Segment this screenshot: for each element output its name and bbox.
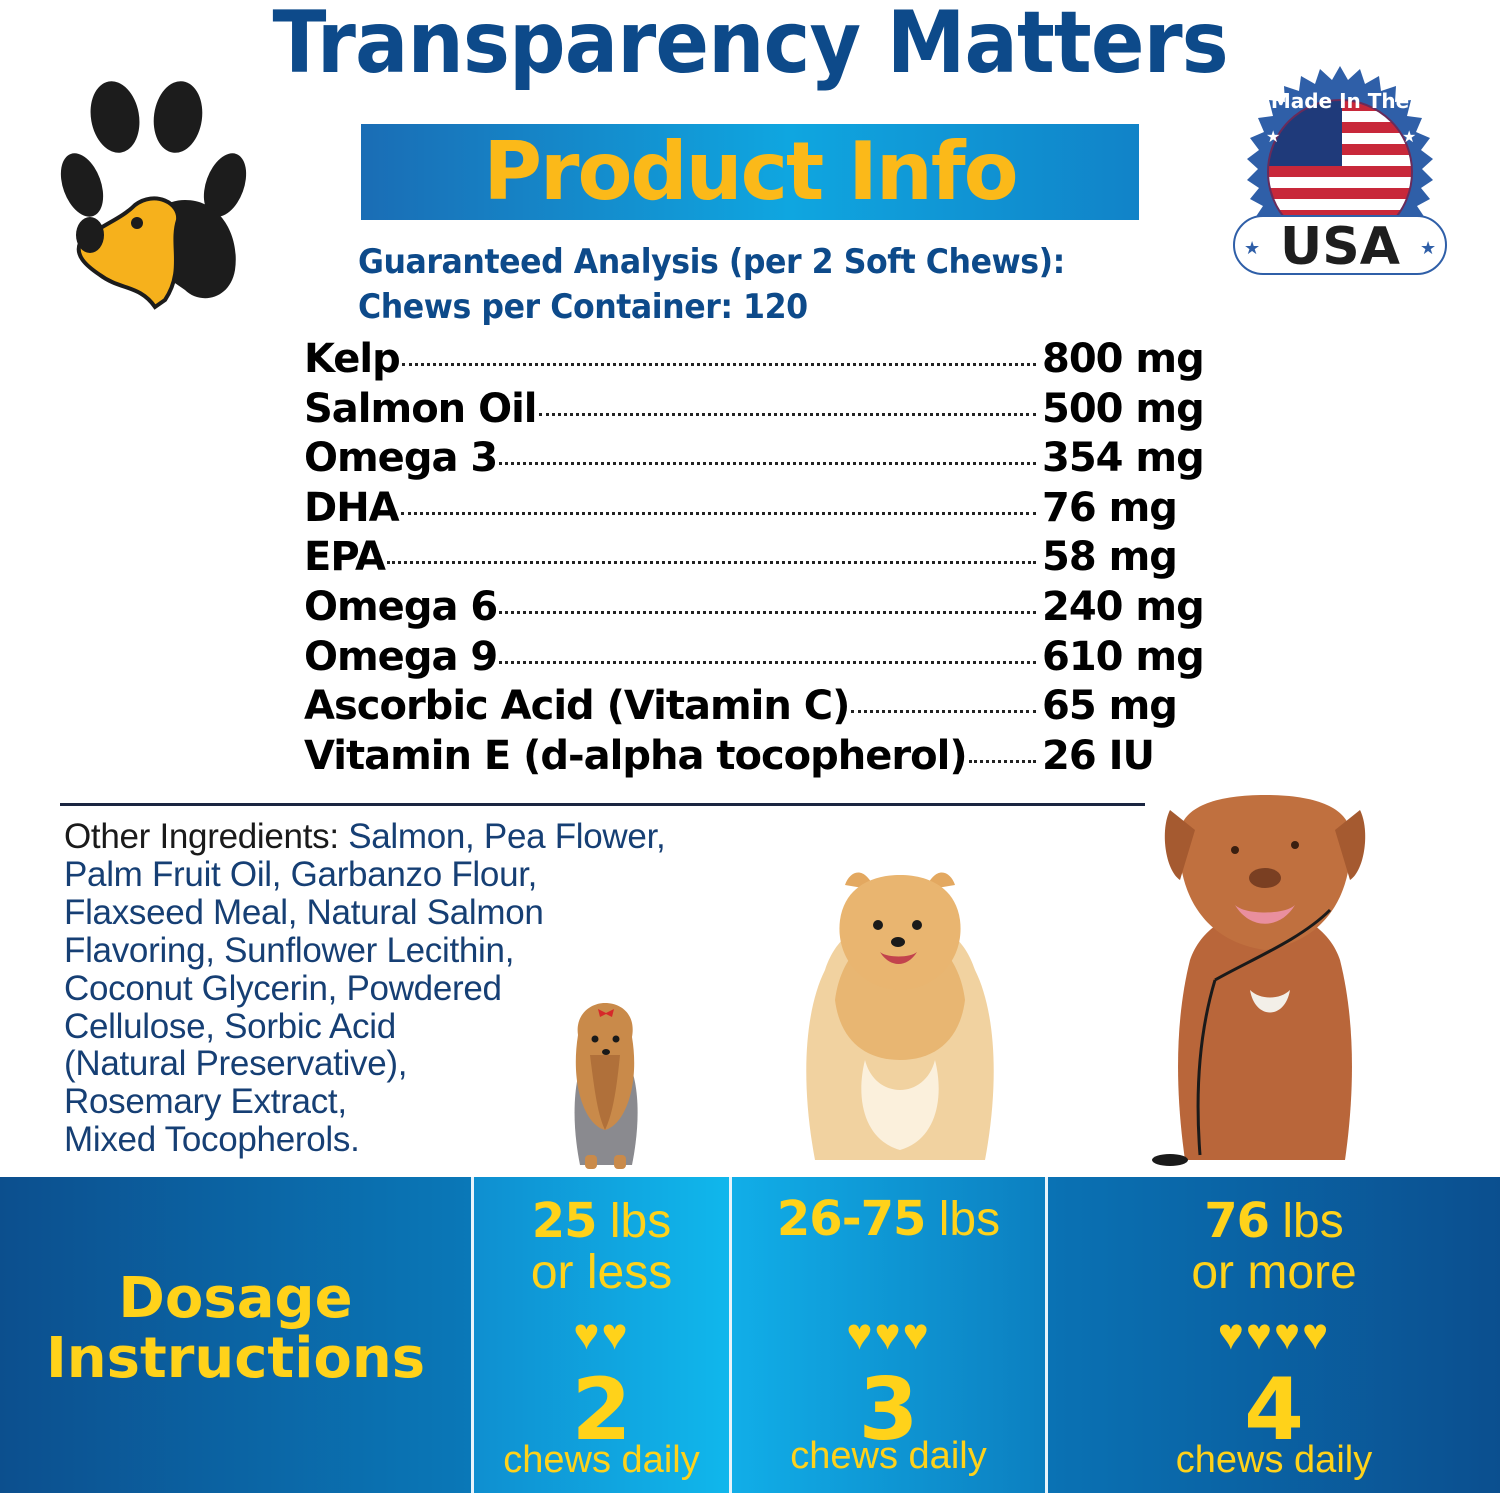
chew-count: 4 — [1244, 1360, 1304, 1460]
nutrient-row: DHA 76 mg — [304, 485, 1224, 535]
nutrient-row: Salmon Oil 500 mg — [304, 386, 1224, 436]
nutrient-value: 240 mg — [1042, 583, 1205, 630]
weight-number: 25 — [531, 1193, 598, 1249]
leader-dots — [499, 610, 1036, 614]
ingredients-line: Flavoring, Sunflower Lecithin, — [64, 930, 515, 970]
weight-range: 25 lbs — [474, 1195, 729, 1248]
ingredients-text: Salmon, Pea Flower, — [338, 817, 666, 856]
weight-unit: lbs — [925, 1193, 1001, 1246]
nutrient-row: Vitamin E (d-alpha tocopherol) 26 IU — [304, 733, 1224, 783]
chews-per-container-text: Chews per Container: 120 — [358, 287, 808, 327]
chews-per-container-heading: Chews per Container: 120 — [358, 287, 842, 327]
section-divider — [60, 803, 1145, 806]
nutrient-name: Omega 9 — [304, 633, 498, 680]
nutrient-row: Omega 3 354 mg — [304, 435, 1224, 485]
nutrient-value: 65 mg — [1042, 683, 1178, 730]
dosage-title-cell: Dosage Instructions — [0, 1177, 471, 1493]
nutrient-value: 76 mg — [1042, 484, 1178, 531]
leader-dots — [499, 660, 1036, 664]
weight-number: 26-75 — [776, 1191, 927, 1247]
svg-text:★: ★ — [1266, 129, 1280, 146]
nutrient-value: 800 mg — [1042, 336, 1205, 382]
other-ingredients: Other Ingredients: Salmon, Pea Flower, P… — [64, 818, 804, 1159]
nutrient-name: Salmon Oil — [304, 385, 537, 432]
pomeranian-image — [795, 860, 1005, 1175]
heart-icon: ♥♥ — [573, 1310, 630, 1359]
ingredients-line: (Natural Preservative), — [64, 1044, 408, 1084]
weight-qualifier: or more — [1191, 1246, 1357, 1299]
nutrient-table: Kelp 800 mg Salmon Oil 500 mg Omega 3 354 m… — [304, 336, 1224, 782]
chews-daily-label: chews daily — [1175, 1439, 1373, 1481]
svg-text:★: ★ — [1244, 238, 1260, 258]
paw-dog-logo-icon — [60, 75, 255, 315]
page-title: Transparency Matters — [0, 0, 1500, 86]
dosage-instructions-bar: Dosage Instructions 25 lbs or less ♥♥ 2 … — [0, 1177, 1500, 1493]
leader-dots — [499, 462, 1036, 466]
dogue-de-bordeaux-image — [1140, 790, 1390, 1175]
chews-daily-label: chews daily — [503, 1439, 700, 1481]
svg-text:Made In The: Made In The — [1271, 89, 1409, 113]
nutrient-name: Omega 6 — [304, 583, 498, 630]
svg-text:USA: USA — [1280, 217, 1400, 277]
guaranteed-analysis-heading: Guaranteed Analysis (per 2 Soft Chews): — [358, 242, 1118, 282]
weight-unit: lbs — [596, 1195, 672, 1248]
leader-dots — [851, 710, 1036, 714]
ingredients-line: Other Ingredients: Salmon, Pea Flower, — [64, 818, 804, 856]
other-ingredients-label: Other Ingredients: — [64, 817, 339, 856]
nutrient-value: 500 mg — [1042, 385, 1205, 432]
dosage-title-line2: Instructions — [45, 1326, 426, 1391]
leader-dots — [538, 412, 1036, 416]
nutrient-value: 610 mg — [1042, 633, 1205, 680]
nutrient-name: DHA — [304, 484, 400, 531]
nutrient-name: Kelp — [304, 336, 401, 382]
ingredients-line: Cellulose, Sorbic Acid — [64, 1006, 396, 1046]
nutrient-name: Omega 3 — [304, 435, 498, 482]
leader-dots — [968, 759, 1036, 763]
usa-flag-seal-icon: Made In The ★ ★ USA ★ ★ — [1222, 64, 1458, 294]
svg-text:★: ★ — [1402, 129, 1416, 146]
nutrient-row: EPA 58 mg — [304, 534, 1224, 584]
ingredients-line: Coconut Glycerin, Powdered — [64, 968, 502, 1008]
chew-count: 3 — [858, 1360, 919, 1460]
nutrient-value: 354 mg — [1042, 435, 1205, 482]
guaranteed-analysis-text: Guaranteed Analysis (per 2 Soft Chews): — [358, 242, 1065, 282]
leader-dots — [386, 561, 1036, 565]
nutrient-value: 58 mg — [1042, 534, 1178, 581]
page-title-text: Transparency Matters — [272, 0, 1228, 93]
nutrient-name: EPA — [304, 534, 386, 581]
nutrient-value: 26 IU — [1042, 732, 1155, 779]
nutrient-row: Omega 6 240 mg — [304, 584, 1224, 634]
svg-text:★: ★ — [1420, 238, 1436, 258]
ingredients-line: Flaxseed Meal, Natural Salmon — [64, 892, 544, 932]
product-info-banner: Product Info — [361, 124, 1139, 220]
weight-qualifier: or less — [530, 1246, 673, 1299]
yorkshire-terrier-image — [550, 995, 660, 1175]
heart-icon: ♥♥♥♥ — [1217, 1310, 1331, 1359]
nutrient-row: Ascorbic Acid (Vitamin C) 65 mg — [304, 683, 1224, 733]
dosage-tier-small: 25 lbs or less ♥♥ 2 chews daily — [471, 1177, 729, 1493]
nutrient-name: Ascorbic Acid (Vitamin C) — [304, 683, 850, 730]
nutrient-row: Omega 9 610 mg — [304, 634, 1224, 684]
ingredients-line: Palm Fruit Oil, Garbanzo Flour, — [64, 854, 538, 894]
dosage-tier-medium: 26-75 lbs ♥♥♥ 3 chews daily — [729, 1177, 1045, 1493]
dosage-title-line1: Dosage — [118, 1266, 353, 1331]
leader-dots — [400, 511, 1036, 515]
weight-range: 26-75 lbs — [732, 1193, 1045, 1246]
dosage-tier-large: 76 lbs or more ♥♥♥♥ 4 chews daily — [1045, 1177, 1500, 1493]
nutrient-row: Kelp 800 mg — [304, 336, 1224, 386]
weight-number: 76 — [1204, 1193, 1270, 1249]
leader-dots — [401, 363, 1036, 366]
weight-range: 76 lbs — [1048, 1195, 1500, 1248]
chews-daily-label: chews daily — [790, 1435, 987, 1477]
heart-icon: ♥♥♥ — [846, 1310, 931, 1359]
dosage-title: Dosage Instructions — [0, 1269, 471, 1389]
nutrient-name: Vitamin E (d-alpha tocopherol) — [304, 732, 968, 779]
ingredients-line: Rosemary Extract, — [64, 1082, 347, 1122]
chew-count: 2 — [571, 1360, 632, 1460]
ingredients-line: Mixed Tocopherols. — [64, 1120, 360, 1160]
weight-unit: lbs — [1269, 1195, 1344, 1248]
banner-text: Product Info — [483, 125, 1018, 218]
